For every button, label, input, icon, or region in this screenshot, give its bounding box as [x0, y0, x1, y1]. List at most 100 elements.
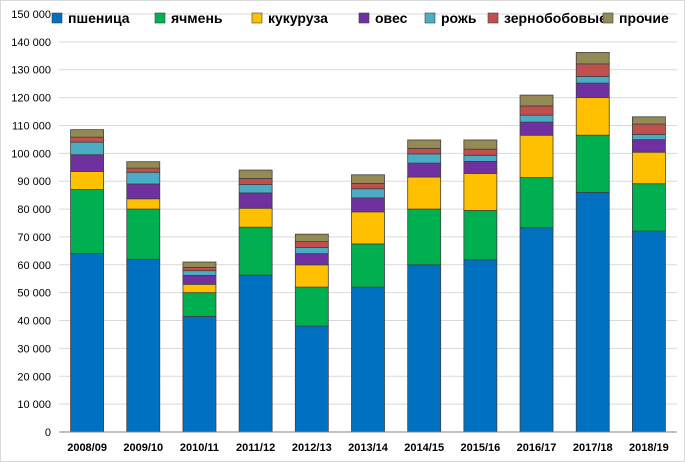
bar-segment	[294, 286, 329, 327]
legend-label: прочие	[619, 10, 669, 26]
y-axis-ticks: 0 10 000 20 000 30 000 40 000 50 000 60 000 70 …	[11, 9, 51, 439]
x-tick-label: 2012/13	[292, 442, 332, 454]
bar-segment	[351, 243, 385, 288]
y-tick-label: 0	[45, 427, 51, 439]
y-tick-label: 130 000	[11, 65, 51, 77]
bar-segment	[632, 151, 666, 185]
y-tick-label: 60 000	[17, 260, 51, 272]
bar-stack	[351, 174, 385, 433]
bar-segment	[407, 176, 442, 210]
legend-swatch	[358, 12, 370, 24]
bar-segment	[182, 274, 217, 285]
bar-segment	[407, 264, 442, 433]
bar-segment	[70, 136, 104, 143]
bar-segment	[351, 286, 385, 433]
bar-segment	[126, 198, 161, 210]
bar-segment	[575, 97, 610, 136]
bar-segment	[632, 183, 666, 232]
y-tick-label: 30 000	[17, 343, 51, 355]
legend-swatch	[51, 12, 63, 24]
legend-item: кукуруза	[251, 10, 328, 26]
legend-label: кукуруза	[268, 10, 328, 26]
bar-segment	[238, 178, 273, 185]
y-tick-label: 20 000	[17, 371, 51, 383]
bar-segment	[519, 177, 554, 229]
bar-stack	[238, 169, 273, 433]
bar-stack	[182, 261, 217, 433]
x-axis-ticks: 2008/09 2009/10 2010/11 2011/12 2012/13 2013/…	[67, 442, 669, 454]
bar-stack	[126, 161, 161, 433]
legend-label: ячмень	[171, 10, 223, 26]
bar-segment	[407, 162, 442, 178]
bar-segment	[182, 315, 217, 433]
x-tick-label: 2009/10	[123, 442, 163, 454]
bar-segment	[126, 208, 161, 260]
x-tick-label: 2010/11	[180, 442, 219, 454]
bar-stack	[463, 139, 498, 433]
y-tick-label: 70 000	[17, 232, 51, 244]
bar-segment	[407, 139, 442, 149]
bar-segment	[238, 184, 273, 194]
bar-segment	[632, 123, 666, 135]
bar-segment	[632, 230, 666, 433]
legend-item: ячмень	[154, 10, 223, 26]
x-tick-label: 2014/15	[404, 442, 444, 454]
bar-stack	[519, 94, 554, 433]
bar-segment	[294, 247, 329, 255]
bar-segment	[238, 207, 273, 228]
x-tick-label: 2017/18	[573, 442, 613, 454]
bar-segment	[126, 171, 161, 185]
legend-item: овес	[358, 10, 408, 26]
bar-segment	[463, 148, 498, 156]
y-tick-label: 10 000	[17, 399, 51, 411]
bar-segment	[575, 191, 610, 433]
legend: пшеница ячмень кукуруза овес рожь зернобобовы…	[51, 10, 669, 26]
x-tick-label: 2016/17	[517, 442, 557, 454]
bar-segment	[407, 147, 442, 155]
bar-segment	[126, 161, 161, 169]
bars	[70, 52, 666, 433]
bar-segment	[238, 226, 273, 276]
bar-segment	[519, 227, 554, 433]
y-tick-label: 80 000	[17, 204, 51, 216]
bar-segment	[575, 82, 610, 99]
bar-segment	[294, 241, 329, 248]
bar-segment	[70, 129, 104, 138]
legend-label: рожь	[441, 10, 477, 26]
legend-swatch	[424, 12, 436, 24]
bar-segment	[632, 116, 666, 125]
bar-segment	[182, 270, 217, 276]
legend-swatch	[602, 12, 614, 24]
bar-segment	[463, 154, 498, 162]
legend-item: рожь	[424, 10, 477, 26]
y-tick-label: 120 000	[11, 93, 51, 105]
legend-label: овес	[375, 10, 408, 26]
bar-segment	[294, 264, 329, 288]
y-tick-label: 140 000	[11, 37, 51, 49]
bar-segment	[70, 171, 104, 190]
y-tick-label: 50 000	[17, 288, 51, 300]
bar-segment	[126, 183, 161, 200]
x-tick-label: 2015/16	[460, 442, 500, 454]
bar-segment	[407, 208, 442, 266]
x-tick-label: 2011/12	[236, 442, 275, 454]
bar-segment	[463, 161, 498, 174]
bar-segment	[70, 253, 104, 433]
bar-segment	[351, 174, 385, 184]
bar-segment	[575, 76, 610, 84]
bar-segment	[182, 266, 217, 272]
bar-segment	[182, 283, 217, 294]
bar-segment	[294, 233, 329, 243]
bar-segment	[632, 139, 666, 153]
bar-segment	[351, 211, 385, 245]
legend-swatch	[251, 12, 263, 24]
bar-segment	[351, 197, 385, 213]
bar-segment	[463, 139, 498, 150]
bar-segment	[575, 63, 610, 77]
bar-segment	[70, 141, 104, 156]
bar-segment	[294, 325, 329, 433]
bar-segment	[575, 134, 610, 193]
y-tick-label: 100 000	[11, 148, 51, 160]
